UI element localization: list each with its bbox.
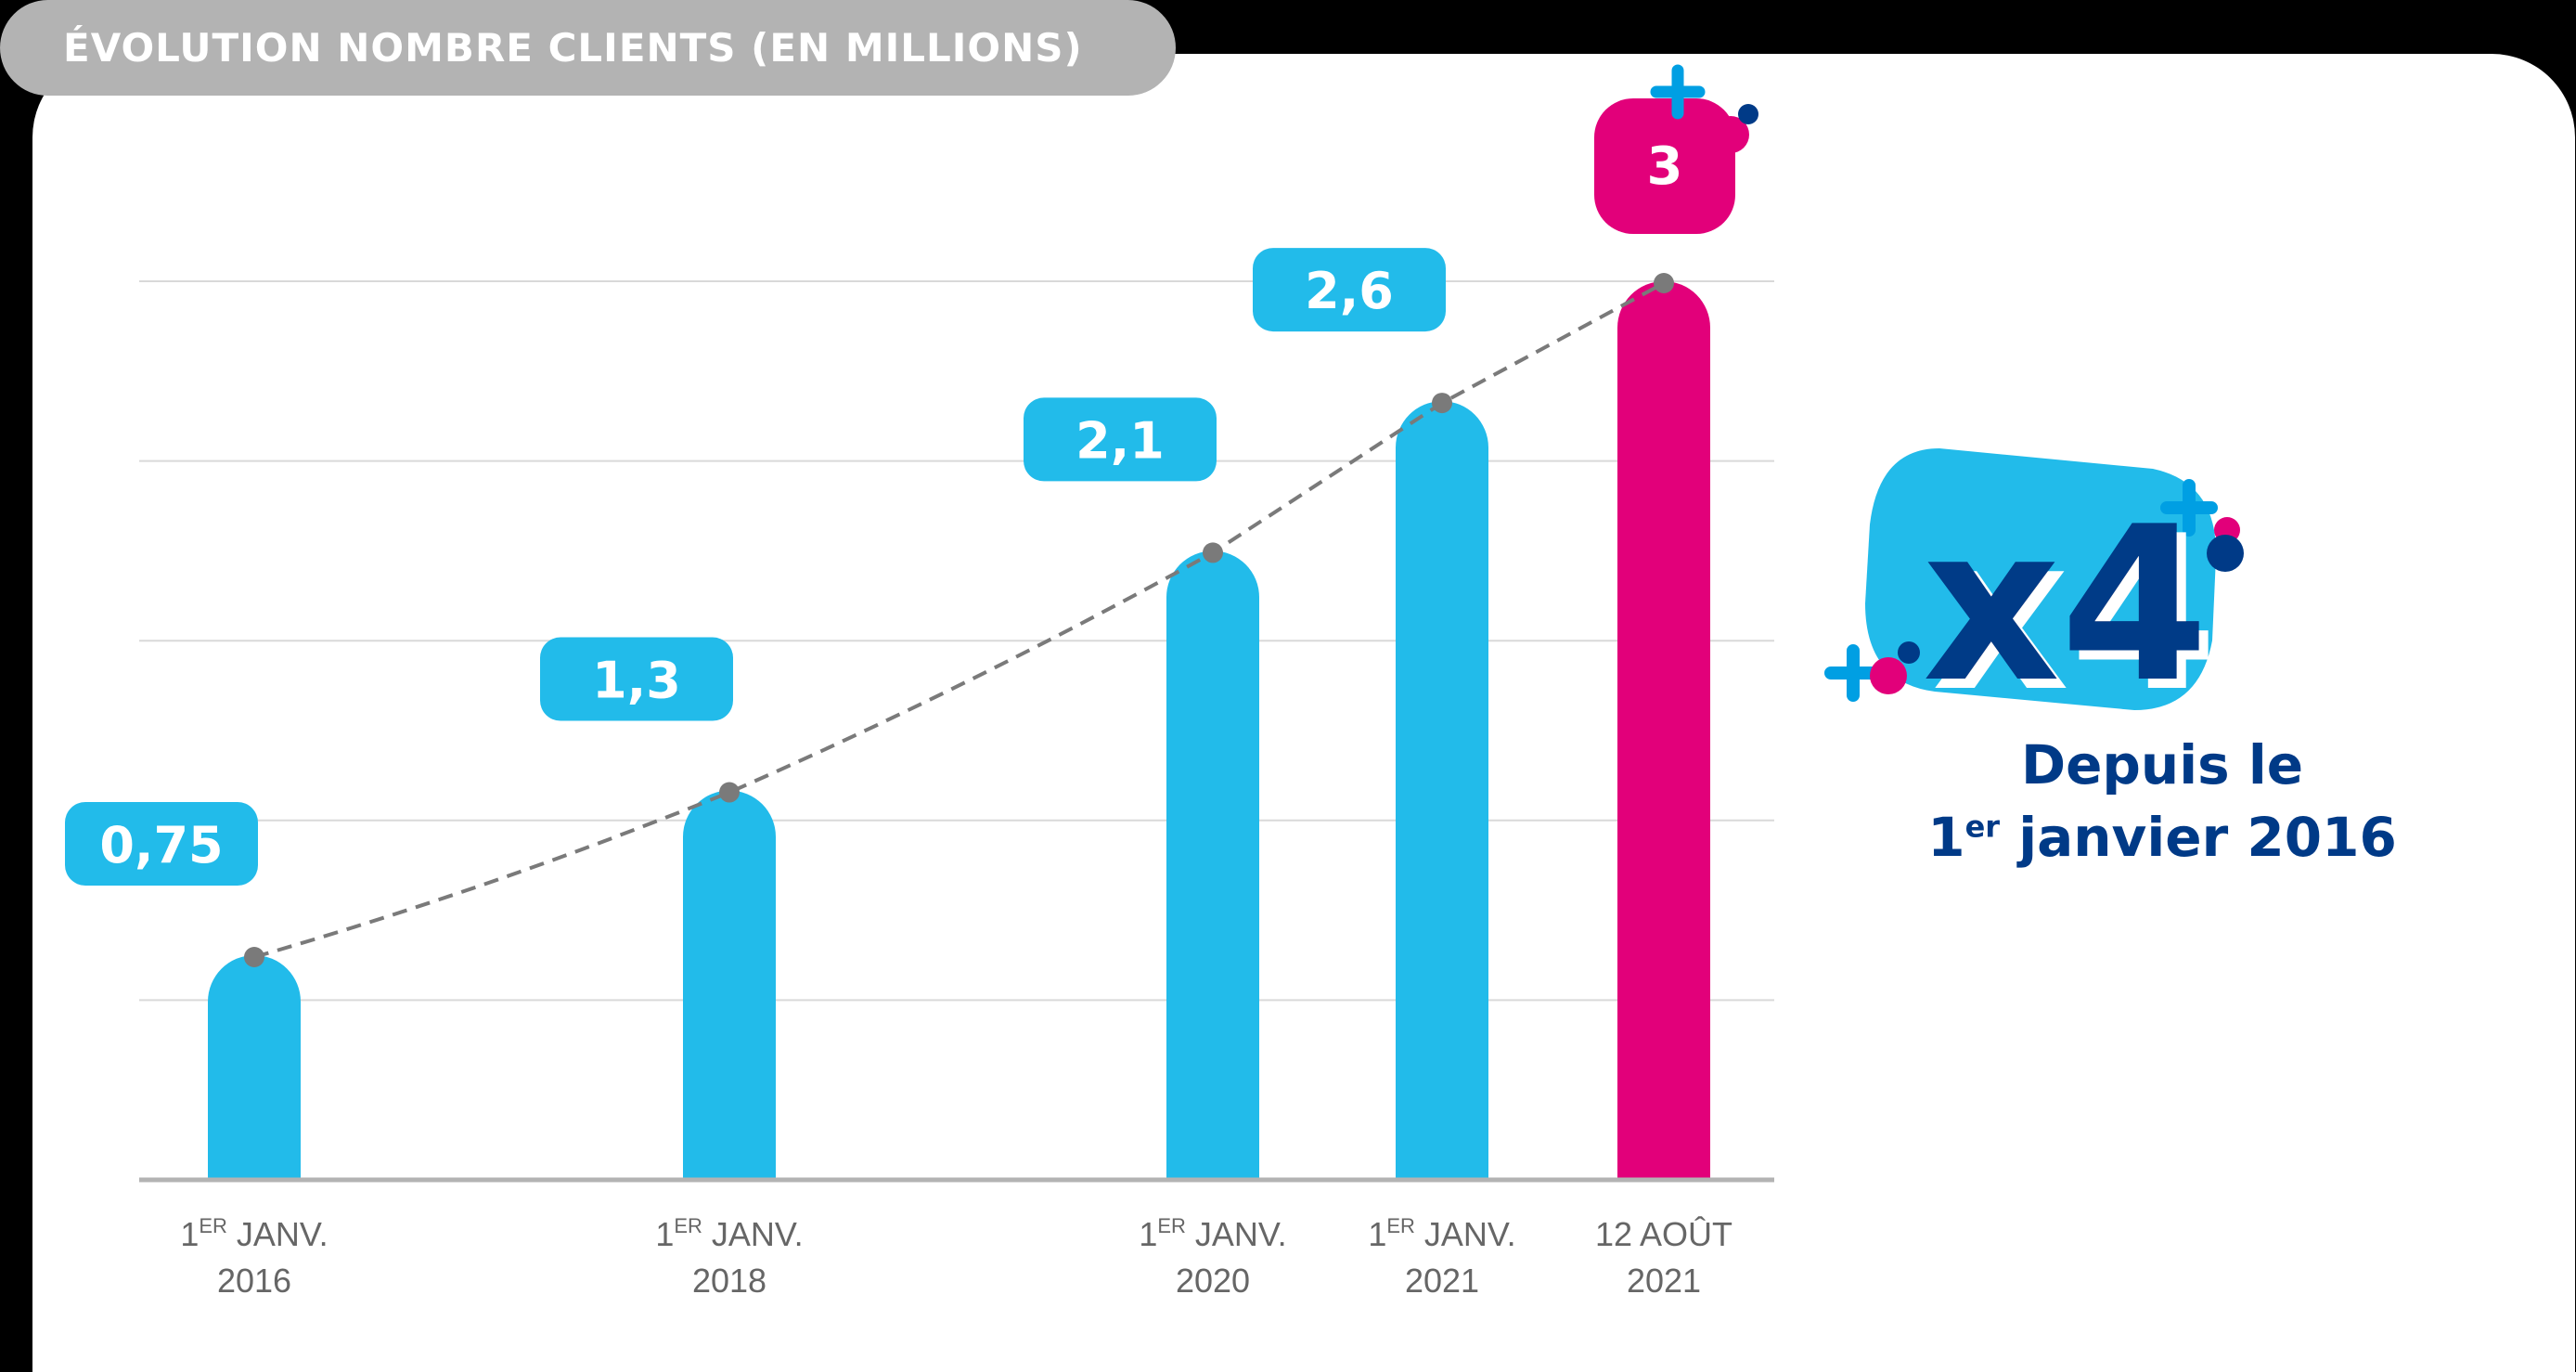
caption-sup: er <box>1964 809 2001 845</box>
tick-sup: ER <box>1386 1214 1415 1237</box>
dot-decoration <box>1738 104 1758 124</box>
x-tick-label-line2: 2020 <box>1176 1262 1250 1300</box>
bar <box>1396 401 1488 1180</box>
tick-sup: ER <box>1157 1214 1186 1237</box>
value-label-bg <box>540 637 733 721</box>
value-label-bg <box>1253 248 1446 332</box>
bar <box>683 790 776 1180</box>
trend-point <box>1203 542 1223 563</box>
x-tick-label-line2: 2021 <box>1627 1262 1701 1300</box>
value-label-highlight: 3 <box>1594 64 1758 234</box>
x-tick-label-line2: 2018 <box>692 1262 766 1300</box>
dot-decoration <box>1870 657 1907 694</box>
dot-decoration <box>1898 641 1920 664</box>
trend-point <box>1432 393 1452 414</box>
bar <box>1166 550 1259 1180</box>
trend-point <box>719 782 740 803</box>
dot-decoration <box>2207 535 2244 572</box>
tick-num: 1 <box>180 1215 199 1253</box>
value-label: 0,75 <box>99 816 223 874</box>
value-label: 3 <box>1647 136 1683 197</box>
tick-sup: ER <box>199 1214 227 1237</box>
trend-point <box>1654 273 1674 293</box>
badge-caption-line2: 1er janvier 2016 <box>1847 806 2478 869</box>
plus-icon <box>1824 479 2218 702</box>
value-label-bg <box>1594 98 1735 234</box>
x-tick-label-line1: 12 AOÛT <box>1595 1215 1732 1253</box>
tick-text: JANV. <box>1415 1215 1516 1253</box>
value-label: 2,1 <box>1075 411 1165 470</box>
value-label: 2,6 <box>1305 262 1394 320</box>
x-tick-label-line2: 2016 <box>217 1262 291 1300</box>
x-tick-label-line1: 1ER JANV. <box>180 1214 328 1253</box>
tick-text: JANV. <box>227 1215 328 1253</box>
trend-line <box>253 281 1665 959</box>
multiplier-text: x4 <box>1923 482 2209 730</box>
badge-caption-line1: Depuis le <box>2020 733 2304 796</box>
value-label-bg <box>65 802 258 886</box>
bar <box>1617 281 1710 1180</box>
tick-text: JANV. <box>702 1215 804 1253</box>
x-tick-label-line1: 1ER JANV. <box>655 1214 803 1253</box>
multiplier-badge: x4 <box>1824 448 2244 730</box>
x-tick-label-line1: 1ER JANV. <box>1139 1214 1286 1253</box>
badge-blob <box>1865 448 2217 710</box>
tick-num: 1 <box>1368 1215 1386 1253</box>
chart-title: ÉVOLUTION NOMBRE CLIENTS (EN MILLIONS) <box>0 0 1176 96</box>
value-label-bg <box>1024 397 1217 482</box>
tick-num: 1 <box>1139 1215 1157 1253</box>
caption-rest: janvier 2016 <box>2000 806 2397 869</box>
x-tick-label-line1: 1ER JANV. <box>1368 1214 1515 1253</box>
tick-text: JANV. <box>1186 1215 1287 1253</box>
tick-num: 1 <box>655 1215 674 1253</box>
caption-num: 1 <box>1927 806 1965 869</box>
trend-point <box>244 947 264 967</box>
bar <box>208 955 301 1180</box>
tick-sup: ER <box>674 1214 702 1237</box>
dot-decoration <box>1712 116 1749 153</box>
x-tick-label-line2: 2021 <box>1405 1262 1479 1300</box>
value-label: 1,3 <box>592 652 681 710</box>
plus-icon <box>1650 64 1706 120</box>
